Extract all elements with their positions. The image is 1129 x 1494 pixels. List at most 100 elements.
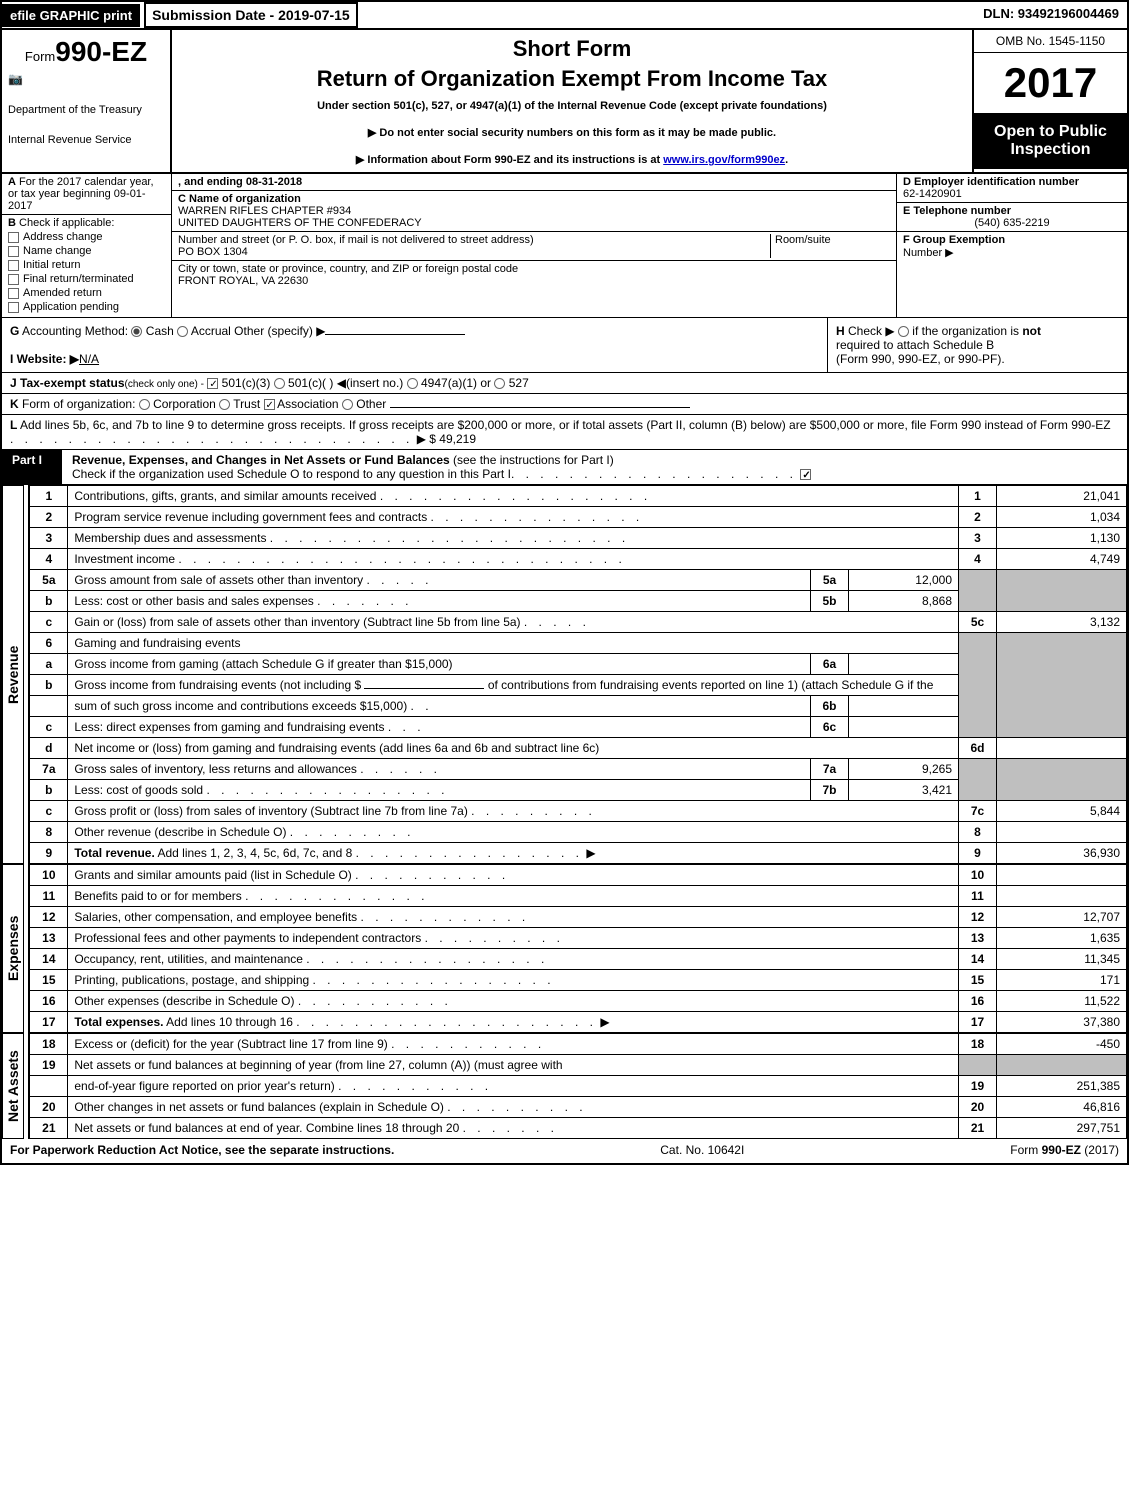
radio-4947[interactable]	[407, 378, 418, 389]
line-16-amt: 11,522	[997, 991, 1127, 1012]
fundraising-amount-input[interactable]	[364, 688, 484, 689]
line-19-box: 19	[959, 1076, 997, 1097]
line-21-text: Net assets or fund balances at end of ye…	[74, 1121, 459, 1135]
application-pending-label: Application pending	[23, 301, 119, 313]
h-text2: if the organization is	[912, 324, 1022, 338]
radio-schedule-b[interactable]	[898, 326, 909, 337]
radio-cash[interactable]	[131, 326, 142, 337]
radio-other-org[interactable]	[342, 399, 353, 410]
line-5a-subamt: 12,000	[849, 570, 959, 591]
room-suite-label: Room/suite	[770, 234, 890, 258]
radio-corporation[interactable]	[139, 399, 150, 410]
other-specify-input[interactable]	[325, 334, 465, 335]
line-12-amt: 12,707	[997, 907, 1127, 928]
accrual-label: Accrual	[191, 324, 231, 338]
line-13-text: Professional fees and other payments to …	[74, 931, 421, 945]
header-middle: Short Form Return of Organization Exempt…	[172, 30, 972, 172]
checkbox-amended-return[interactable]	[8, 288, 19, 299]
line-7b-text: Less: cost of goods sold	[74, 783, 203, 797]
checkbox-name-change[interactable]	[8, 246, 19, 257]
treasury-dept: Department of the Treasury	[8, 104, 164, 116]
radio-501c[interactable]	[274, 378, 285, 389]
form-number: 990-EZ	[55, 36, 147, 67]
line-14-amt: 11,345	[997, 949, 1127, 970]
h-text3: required to attach Schedule B	[836, 338, 994, 352]
other-org-input[interactable]	[390, 407, 690, 408]
line-20-text: Other changes in net assets or fund bala…	[74, 1100, 444, 1114]
line-18-amt: -450	[997, 1034, 1127, 1055]
line-1-box: 1	[959, 486, 997, 507]
net-assets-tab: Net Assets	[2, 1033, 24, 1139]
line-7b-sub: 7b	[811, 780, 849, 801]
ending-date: , and ending 08-31-2018	[172, 174, 896, 191]
line-10-text: Grants and similar amounts paid (list in…	[74, 868, 351, 882]
501c3-label: 501(c)(3)	[222, 376, 271, 390]
label-i: I Website: ▶	[10, 352, 79, 366]
top-bar: efile GRAPHIC print Submission Date - 20…	[2, 2, 1127, 30]
j-paren: (check only one) -	[125, 379, 204, 390]
line-21-num: 21	[30, 1118, 68, 1139]
4947-label: 4947(a)(1) or	[421, 376, 491, 390]
checkbox-501c3[interactable]	[207, 378, 218, 389]
org-name-2: UNITED DAUGHTERS OF THE CONFEDERACY	[178, 217, 422, 229]
trust-label: Trust	[233, 397, 260, 411]
radio-accrual[interactable]	[177, 326, 188, 337]
line-12-num: 12	[30, 907, 68, 928]
line-1-num: 1	[30, 486, 68, 507]
section-c: , and ending 08-31-2018 C Name of organi…	[172, 174, 897, 317]
line-12-text: Salaries, other compensation, and employ…	[74, 910, 357, 924]
line-5b-text: Less: cost or other basis and sales expe…	[74, 594, 313, 608]
address-change-label: Address change	[23, 231, 103, 243]
line-6d-text: Net income or (loss) from gaming and fun…	[68, 738, 959, 759]
city-state-zip: FRONT ROYAL, VA 22630	[178, 275, 308, 287]
line-19-amt: 251,385	[997, 1076, 1127, 1097]
line-6c-sub: 6c	[811, 717, 849, 738]
open-to-public: Open to PublicInspection	[974, 113, 1127, 169]
label-a: A	[8, 176, 16, 188]
line-1-text: Contributions, gifts, grants, and simila…	[74, 489, 376, 503]
line-3-text: Membership dues and assessments	[74, 531, 266, 545]
form-label: Form	[1010, 1143, 1041, 1157]
501c-label: 501(c)( ) ◀(insert no.)	[288, 376, 403, 390]
info-period: .	[785, 154, 788, 166]
line-14-box: 14	[959, 949, 997, 970]
line-15-text: Printing, publications, postage, and shi…	[74, 973, 309, 987]
line-17-num: 17	[30, 1012, 68, 1033]
checkbox-final-return[interactable]	[8, 274, 19, 285]
line-5b-num: b	[30, 591, 68, 612]
section-k: K Form of organization: Corporation Trus…	[2, 394, 1127, 415]
line-2-text: Program service revenue including govern…	[74, 510, 427, 524]
page-footer: For Paperwork Reduction Act Notice, see …	[2, 1139, 1127, 1157]
line-7c-box: 7c	[959, 801, 997, 822]
radio-trust[interactable]	[219, 399, 230, 410]
line-5a-text: Gross amount from sale of assets other t…	[74, 573, 363, 587]
l-text: Add lines 5b, 6c, and 7b to line 9 to de…	[20, 418, 1111, 432]
line-15-amt: 171	[997, 970, 1127, 991]
label-c: C Name of organization	[178, 193, 301, 205]
addr-label: Number and street (or P. O. box, if mail…	[178, 234, 534, 246]
checkbox-initial-return[interactable]	[8, 260, 19, 271]
line-6-num: 6	[30, 633, 68, 654]
efile-print-button[interactable]: efile GRAPHIC print	[2, 4, 140, 27]
revenue-tab: Revenue	[2, 485, 24, 864]
line-13-amt: 1,635	[997, 928, 1127, 949]
section-a-through-f: A For the 2017 calendar year, or tax yea…	[2, 174, 1127, 318]
line-4-text: Investment income	[74, 552, 175, 566]
checkbox-association[interactable]	[264, 399, 275, 410]
irs-link[interactable]: www.irs.gov/form990ez	[663, 154, 785, 166]
line-20-num: 20	[30, 1097, 68, 1118]
irs-label: Internal Revenue Service	[8, 134, 164, 146]
form-year-footer: (2017)	[1081, 1143, 1119, 1157]
dln-number: DLN: 93492196004469	[975, 2, 1127, 28]
label-f: F Group Exemption	[903, 234, 1005, 246]
line-3-num: 3	[30, 528, 68, 549]
checkbox-schedule-o[interactable]	[800, 469, 811, 480]
radio-527[interactable]	[494, 378, 505, 389]
line-6c-text: Less: direct expenses from gaming and fu…	[74, 720, 384, 734]
revenue-section: Revenue 1 Contributions, gifts, grants, a…	[2, 485, 1127, 864]
section-g-h: G Accounting Method: Cash Accrual Other …	[2, 318, 1127, 373]
checkbox-address-change[interactable]	[8, 232, 19, 243]
final-return-label: Final return/terminated	[23, 273, 134, 285]
checkbox-application-pending[interactable]	[8, 302, 19, 313]
expenses-tab: Expenses	[2, 864, 24, 1033]
